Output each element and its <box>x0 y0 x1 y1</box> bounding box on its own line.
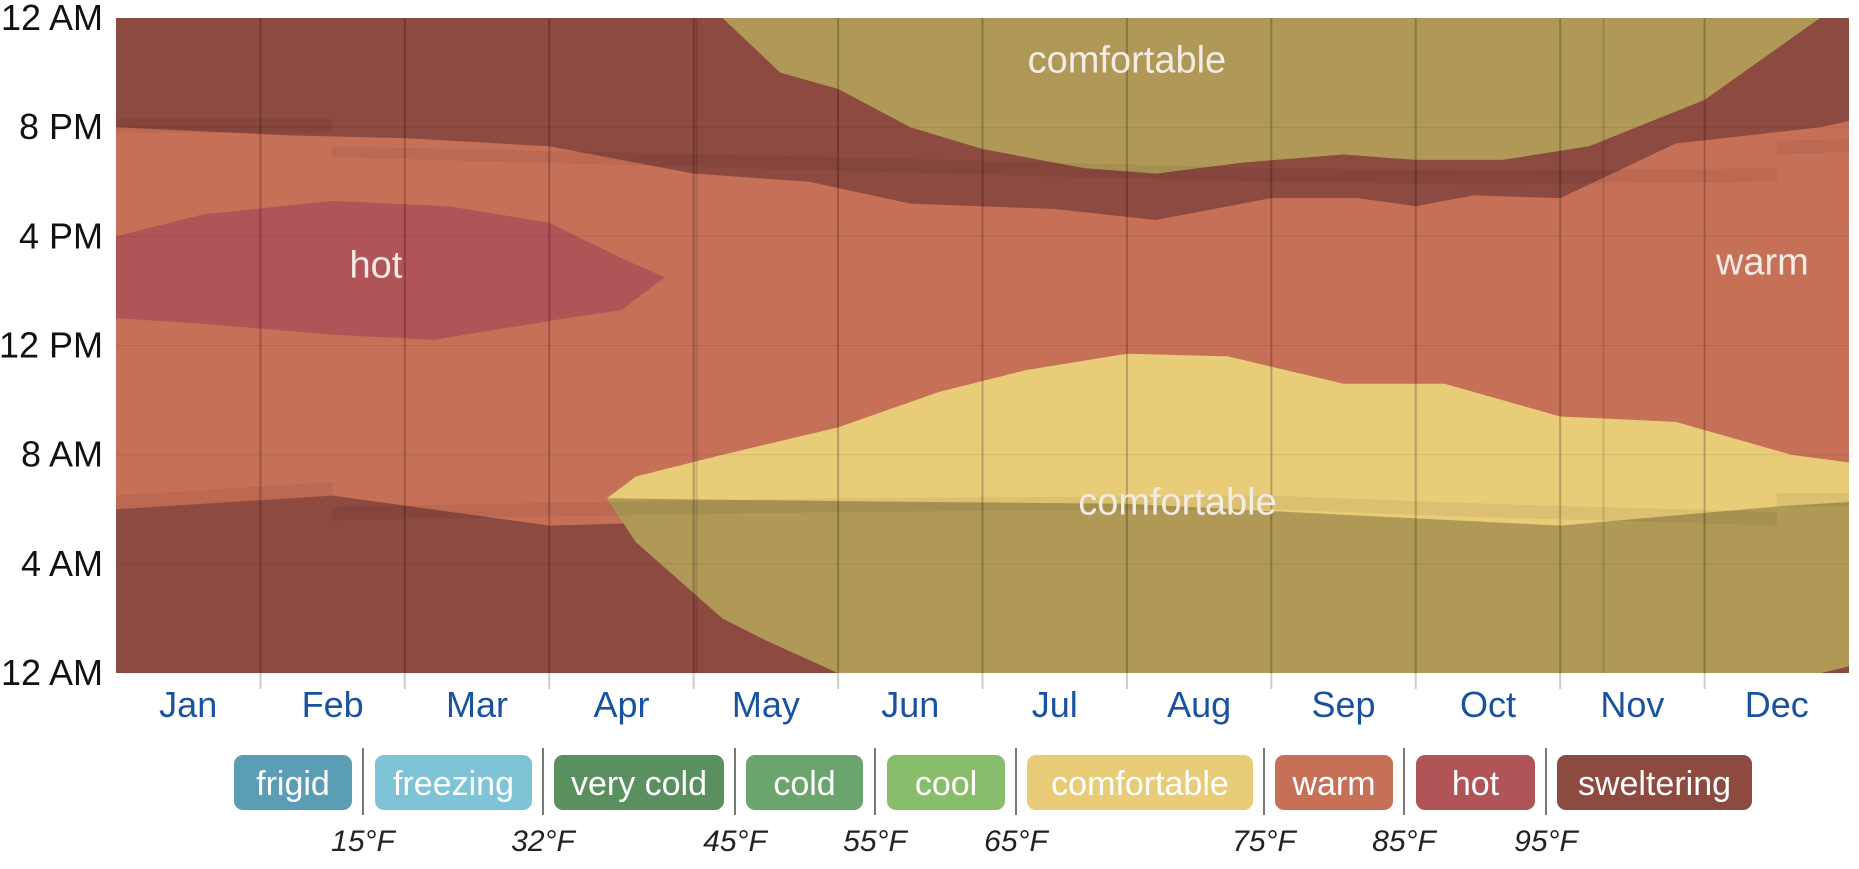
y-tick-label: 12 AM <box>1 0 103 38</box>
legend-label: very cold <box>571 765 707 803</box>
month-gridlines <box>116 18 1849 673</box>
legend-item-hot: hot <box>1416 755 1535 810</box>
y-tick-label: 12 AM <box>1 652 103 693</box>
threshold-label: 32°F <box>511 825 576 858</box>
legend-label: sweltering <box>1578 765 1731 803</box>
legend-swatch <box>1027 755 1253 810</box>
legend-swatch <box>746 755 863 810</box>
y-tick-label: 12 PM <box>0 325 103 366</box>
legend: frigid freezing very cold cold cool comfortab… <box>234 755 1752 810</box>
x-tick-label: Aug <box>1167 684 1231 725</box>
legend-label: frigid <box>256 765 330 803</box>
legend-swatch <box>887 755 1005 810</box>
legend-label: comfortable <box>1051 765 1229 803</box>
morning-twilight-shade <box>116 482 1849 526</box>
band-annotation: hot <box>350 244 403 286</box>
legend-swatch <box>1416 755 1535 810</box>
x-tick-label: Sep <box>1312 684 1376 725</box>
threshold-label: 45°F <box>703 825 768 858</box>
band-annotation: warm <box>1715 242 1809 284</box>
comfortable-predawn-band <box>607 498 1849 673</box>
y-tick-label: 4 AM <box>21 543 103 584</box>
x-tick-label: Mar <box>446 684 508 725</box>
legend-item-very-cold: very cold <box>554 755 724 810</box>
legend-swatch <box>554 755 724 810</box>
legend-swatch <box>1557 755 1752 810</box>
legend-item-cold: cold <box>746 755 863 810</box>
band-annotation: comfortable <box>1028 40 1227 82</box>
legend-item-frigid: frigid <box>234 755 352 810</box>
y-tick-label: 8 AM <box>21 434 103 475</box>
legend-thresholds: 15°F 32°F 45°F 55°F 65°F 75°F 85°F 95°F <box>331 748 1580 858</box>
legend-label: warm <box>1291 765 1375 803</box>
x-tick-label: Apr <box>593 684 649 725</box>
comfortable-night-band <box>722 18 1821 174</box>
x-tick-label: Nov <box>1600 684 1664 725</box>
legend-item-warm: warm <box>1275 755 1393 810</box>
legend-swatch <box>234 755 352 810</box>
legend-label: hot <box>1452 765 1500 803</box>
legend-item-sweltering: sweltering <box>1557 755 1752 810</box>
y-tick-label: 8 PM <box>19 106 103 147</box>
y-axis-labels: 12 AM 4 AM 8 AM 12 PM 4 PM 8 PM 12 AM <box>0 0 103 693</box>
x-tick-label: Feb <box>302 684 364 725</box>
threshold-label: 65°F <box>984 825 1049 858</box>
x-tick-label: Oct <box>1460 684 1516 725</box>
x-tick-label: Jun <box>881 684 939 725</box>
x-tick-label: May <box>732 684 800 725</box>
legend-label: freezing <box>393 765 514 803</box>
x-tick-label: Jan <box>159 684 217 725</box>
legend-swatch <box>1275 755 1393 810</box>
x-tick-label: Jul <box>1032 684 1078 725</box>
x-axis-labels: Jan Feb Mar Apr May Jun Jul Aug Sep Oct Nov Dec <box>159 673 1809 725</box>
threshold-label: 75°F <box>1232 825 1297 858</box>
y-tick-label: 4 PM <box>19 215 103 256</box>
x-tick-label: Dec <box>1745 684 1809 725</box>
legend-label: cool <box>915 765 977 803</box>
legend-item-freezing: freezing <box>375 755 532 810</box>
hot-band-left <box>116 200 665 340</box>
legend-label: cold <box>773 765 835 803</box>
threshold-label: 95°F <box>1514 825 1579 858</box>
threshold-label: 15°F <box>331 825 396 858</box>
band-annotation: comfortable <box>1078 482 1277 524</box>
threshold-label: 55°F <box>843 825 908 858</box>
legend-item-cool: cool <box>887 755 1005 810</box>
evening-twilight-shade <box>116 119 1849 185</box>
legend-swatch <box>375 755 532 810</box>
legend-item-comfortable: comfortable <box>1027 755 1253 810</box>
threshold-label: 85°F <box>1372 825 1437 858</box>
band-annotations: comfortablehotwarmhotcomfortable <box>350 40 1809 524</box>
temperature-bands <box>116 18 1849 673</box>
